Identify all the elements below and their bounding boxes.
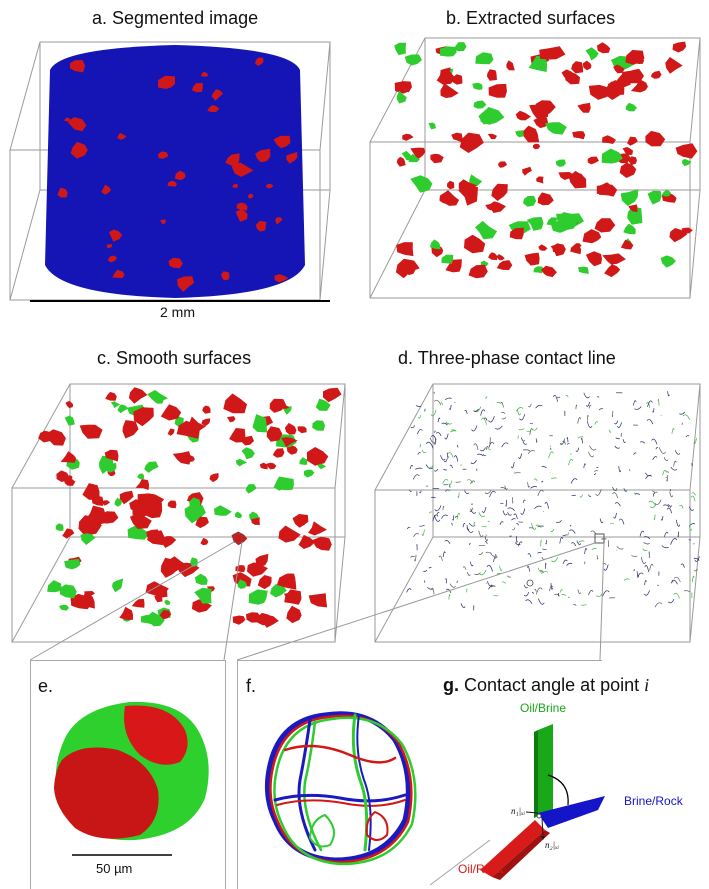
panel-b-title: b. Extracted surfaces — [446, 8, 616, 28]
panel-a-scale-bar — [30, 300, 330, 302]
contact-line-network — [406, 391, 700, 611]
panel-a-title: a. Segmented image — [92, 8, 259, 28]
normal-n1-label: n₁|ₓᵢ — [511, 806, 526, 816]
panel-a-figure — [9, 41, 331, 301]
panel-g-title-var: i — [644, 675, 650, 695]
panel-f-label: f. — [246, 676, 257, 696]
normal-n2-label: n₂|ₓᵢ — [545, 840, 560, 850]
extracted-surface-blobs — [394, 41, 698, 279]
panel-d-small-ring — [526, 579, 534, 587]
oil-rock-label: Oil/Rock — [458, 862, 504, 876]
panel-f-contact-loops — [264, 711, 417, 866]
brine-rock-plane — [538, 796, 605, 828]
segmented-cylinder — [45, 45, 305, 298]
panel-c-figure — [11, 383, 346, 643]
panel-g-title: g. Contact angle at point i — [443, 675, 649, 696]
oil-rock-plane — [480, 820, 545, 877]
panel-d-bounding-box — [374, 383, 701, 643]
oil-brine-label: Oil/Brine — [520, 701, 567, 715]
panel-e-box — [30, 660, 226, 889]
panel-g-title-text: Contact angle at point — [464, 675, 640, 695]
panel-c-title: c. Smooth surfaces — [97, 348, 252, 368]
contact-angle-arc — [547, 774, 569, 806]
panel-g-diagram — [430, 724, 605, 886]
panel-d-figure — [374, 383, 701, 643]
smooth-surface-blobs — [38, 387, 342, 628]
panel-f-box — [237, 660, 602, 889]
panel-b-figure — [369, 37, 701, 299]
brine-rock-label: Brine/Rock — [624, 794, 683, 808]
red-oil-phase-patches — [57, 57, 298, 292]
panel-g-label: g. — [443, 675, 459, 695]
panel-a-scale-label: 2 mm — [160, 304, 195, 320]
panel-e-scale-label: 50 µm — [96, 861, 133, 876]
panel-e-label: e. — [38, 676, 54, 696]
panel-e-droplet — [54, 701, 209, 841]
oil-brine-plane — [538, 724, 553, 816]
panel-d-zoom-marker — [594, 533, 605, 544]
panel-d-title: d. Three-phase contact line — [398, 348, 616, 368]
panel-c-zoom-marker — [233, 533, 243, 543]
panel-e-scale-bar — [72, 854, 172, 856]
